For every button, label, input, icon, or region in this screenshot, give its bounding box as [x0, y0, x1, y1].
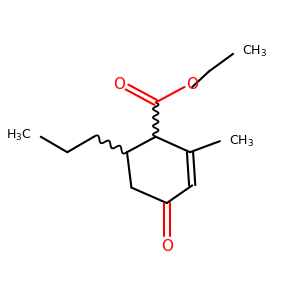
Text: O: O — [186, 77, 198, 92]
Text: H$_3$C: H$_3$C — [6, 128, 32, 143]
Text: CH$_3$: CH$_3$ — [242, 44, 267, 59]
Text: CH$_3$: CH$_3$ — [229, 134, 254, 149]
Text: O: O — [161, 239, 173, 254]
Text: O: O — [113, 77, 125, 92]
